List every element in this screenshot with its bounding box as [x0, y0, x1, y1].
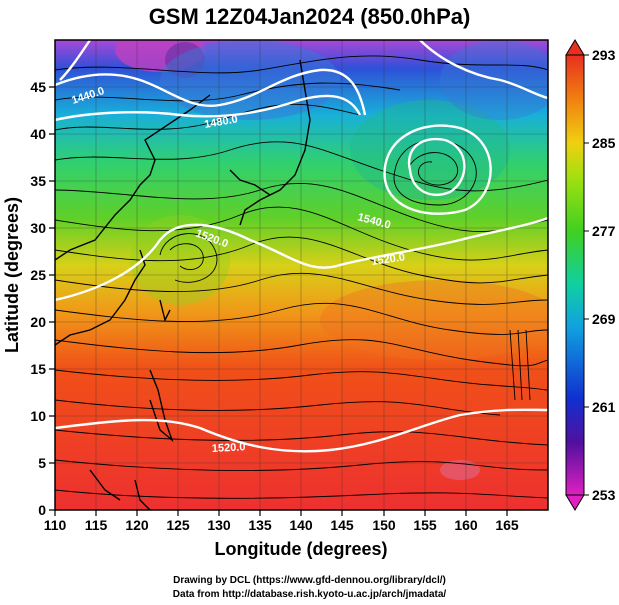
colorbar-label: 253 — [592, 487, 616, 503]
colorbar-label: 261 — [592, 399, 616, 415]
height-contours — [55, 40, 548, 453]
y-tick-label: 25 — [30, 267, 46, 283]
credit-drawing: Drawing by DCL (https://www.gfd-dennou.o… — [173, 575, 446, 586]
colorbar-scale — [565, 54, 585, 496]
x-tick-label: 120 — [125, 517, 149, 533]
y-tick-label: 45 — [30, 79, 46, 95]
colorbar-min-arrow — [565, 494, 585, 511]
colorbar-label: 277 — [592, 223, 616, 239]
x-tick-labels: 110 115 120 125 130 135 140 145 150 155 … — [44, 517, 519, 533]
chart-title: GSM 12Z04Jan2024 (850.0hPa) — [148, 4, 471, 29]
x-axis-label: Longitude (degrees) — [214, 539, 387, 559]
colorbar-label: 269 — [592, 311, 616, 327]
credit-data: Data from http://database.rish.kyoto-u.a… — [172, 589, 447, 600]
x-tick-label: 165 — [495, 517, 519, 533]
wind-streamlines — [55, 55, 548, 499]
x-tick-label: 150 — [372, 517, 396, 533]
x-tick-label: 115 — [85, 517, 108, 533]
x-tick-label: 140 — [289, 517, 313, 533]
y-axis-label: Latitude (degrees) — [2, 197, 22, 353]
x-tick-label: 160 — [454, 517, 478, 533]
contour-label: 1520.0 — [212, 441, 246, 455]
tick-marks — [49, 86, 508, 516]
y-tick-label: 10 — [30, 408, 46, 424]
y-tick-label: 40 — [30, 126, 46, 142]
colorbar-label: 285 — [592, 135, 616, 151]
y-tick-label: 30 — [30, 220, 46, 236]
colorbar-label: 293 — [592, 47, 616, 63]
colorbar-max-arrow — [565, 39, 585, 56]
y-tick-label: 15 — [30, 361, 46, 377]
contour-label: 1480.0 — [203, 113, 238, 131]
y-tick-label: 0 — [38, 502, 46, 518]
y-tick-label: 35 — [30, 173, 46, 189]
y-tick-label: 20 — [30, 314, 46, 330]
x-tick-label: 110 — [44, 517, 67, 533]
x-tick-label: 135 — [248, 517, 272, 533]
coastlines — [55, 59, 311, 510]
y-tick-label: 5 — [38, 455, 46, 471]
contour-label: 1520.0 — [371, 251, 406, 268]
x-tick-label: 145 — [330, 517, 354, 533]
x-tick-label: 125 — [166, 517, 190, 533]
lat-lon-grid — [55, 40, 548, 510]
x-tick-label: 155 — [413, 517, 437, 533]
colorbar: 293 285 277 269 261 253 — [565, 39, 616, 511]
y-tick-labels: 0 5 10 15 20 25 30 35 40 45 — [30, 79, 46, 518]
x-tick-label: 130 — [207, 517, 231, 533]
